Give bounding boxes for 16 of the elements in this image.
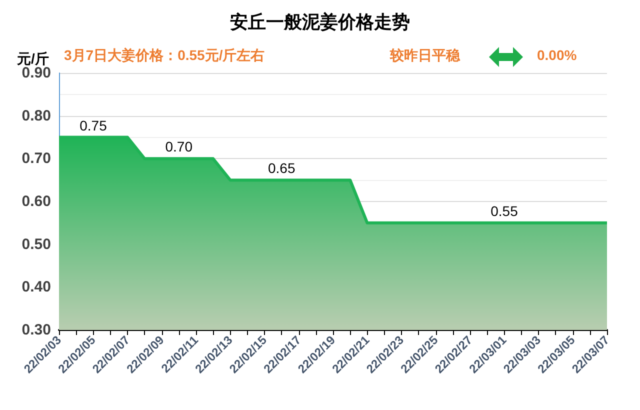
y-tick-label: 0.60 [22,193,51,210]
y-tick-label: 0.80 [22,107,51,124]
data-label: 0.70 [165,138,193,155]
text: 3月7日大姜价格：0.55元/斤左右 [64,47,265,63]
text: 0.00% [537,47,578,63]
data-label: 0.75 [80,117,108,134]
data-label: 0.55 [490,202,518,219]
y-axis-title: 元/斤 [16,50,49,67]
y-tick-label: 0.40 [22,278,51,296]
y-tick-label: 0.70 [22,150,51,168]
chart-title: 安丘一般泥姜价格走势 [230,11,410,32]
y-tick-label: 0.90 [22,64,51,82]
y-tick-label: 0.30 [22,322,51,338]
y-tick-label: 0.50 [22,236,51,253]
text: 较昨日平稳 [389,47,461,63]
data-label: 0.65 [268,160,296,176]
